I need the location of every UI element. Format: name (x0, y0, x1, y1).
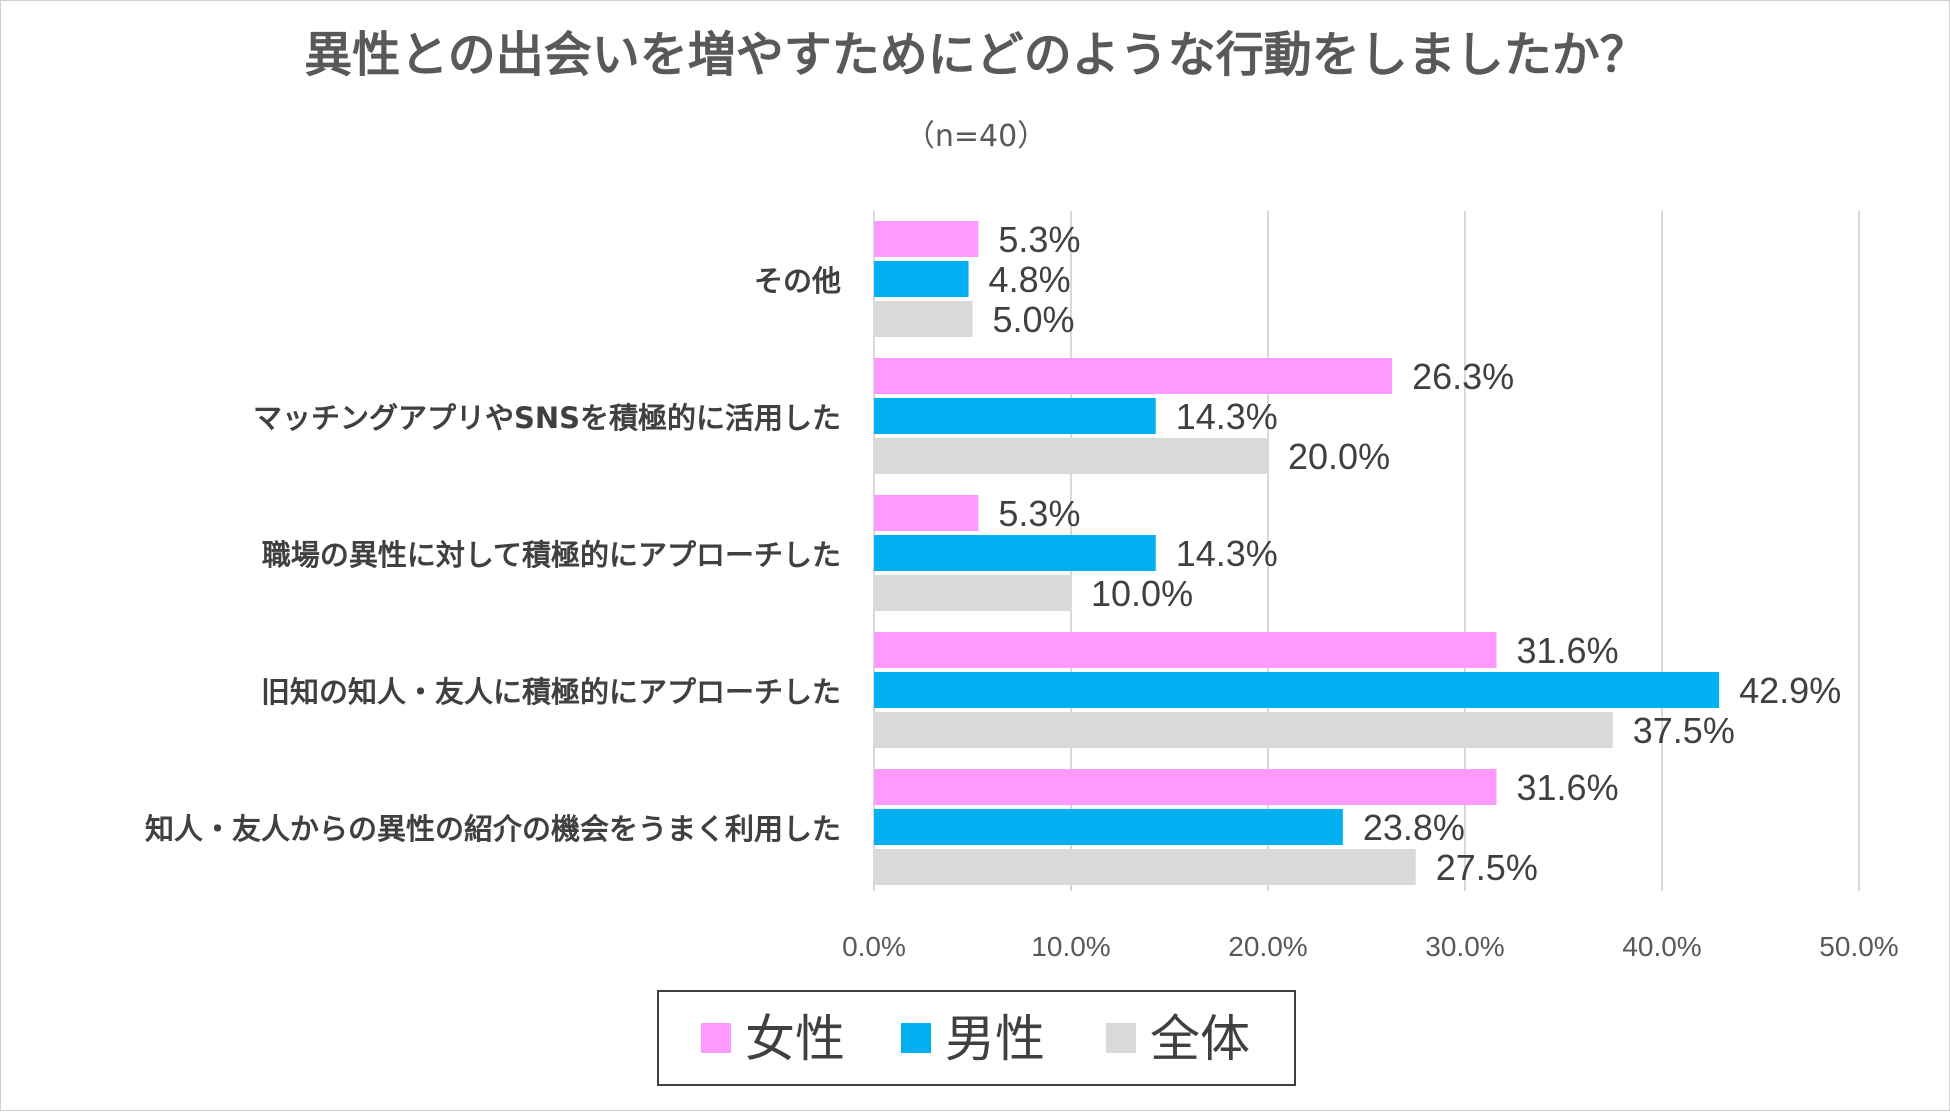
category-label: 旧知の知人・友人に積極的にアプローチした (261, 675, 841, 709)
legend-label: 全体 (1150, 1010, 1250, 1068)
data-label: 10.0% (1091, 573, 1193, 614)
legend-label: 男性 (945, 1010, 1045, 1068)
data-label: 42.9% (1739, 670, 1841, 711)
legend-label: 女性 (745, 1010, 845, 1068)
chart-subtitle: （n=40） (905, 119, 1047, 154)
data-label: 5.3% (998, 493, 1080, 534)
bar (874, 849, 1416, 885)
x-tick-label: 40.0% (1622, 931, 1701, 962)
legend-swatch (1106, 1023, 1136, 1053)
category-label: 知人・友人からの異性の紹介の機会をうまく利用した (145, 812, 841, 846)
data-label: 37.5% (1633, 710, 1735, 751)
x-tick-label: 30.0% (1425, 931, 1504, 962)
chart-title: 異性との出会いを増やすためにどのような行動をしましたか？ (304, 27, 1648, 83)
data-label: 31.6% (1517, 767, 1619, 808)
x-tick-label: 10.0% (1031, 931, 1110, 962)
data-label: 26.3% (1412, 356, 1514, 397)
bar (874, 438, 1268, 474)
data-label: 5.3% (998, 219, 1080, 260)
bar (874, 809, 1343, 845)
x-tick-label: 0.0% (842, 931, 906, 962)
data-labels: 5.3%4.8%5.0%26.3%14.3%20.0%5.3%14.3%10.0… (989, 219, 1842, 888)
bar (874, 712, 1613, 748)
bar (874, 398, 1156, 434)
bar (874, 632, 1497, 668)
data-label: 5.0% (993, 299, 1075, 340)
bar (874, 535, 1156, 571)
bar (874, 221, 979, 257)
x-tick-label: 50.0% (1819, 931, 1898, 962)
bar (874, 672, 1720, 708)
category-label: その他 (754, 264, 841, 298)
data-label: 27.5% (1436, 847, 1538, 888)
legend: 女性 男性 全体 (657, 990, 1296, 1086)
data-label: 23.8% (1363, 807, 1465, 848)
bar (874, 261, 969, 297)
x-tick-labels: 0.0% 10.0% 20.0% 30.0% 40.0% 50.0% (842, 931, 1899, 962)
x-tick-label: 20.0% (1228, 931, 1307, 962)
legend-swatch (701, 1023, 731, 1053)
bar (874, 301, 973, 337)
legend-swatch (901, 1023, 931, 1053)
data-label: 14.3% (1176, 533, 1278, 574)
data-label: 31.6% (1517, 630, 1619, 671)
data-label: 14.3% (1176, 396, 1278, 437)
data-label: 20.0% (1288, 436, 1390, 477)
bar (874, 358, 1393, 394)
bar (874, 495, 979, 531)
bar (874, 575, 1071, 611)
category-labels: その他マッチングアプリやSNSを積極的に活用した職場の異性に対して積極的にアプロ… (145, 264, 841, 846)
bar (874, 769, 1497, 805)
bars (874, 221, 1720, 885)
category-label: 職場の異性に対して積極的にアプローチした (262, 538, 841, 572)
category-label: マッチングアプリやSNSを積極的に活用した (253, 401, 841, 435)
data-label: 4.8% (989, 259, 1071, 300)
legend-box (657, 990, 1296, 1086)
